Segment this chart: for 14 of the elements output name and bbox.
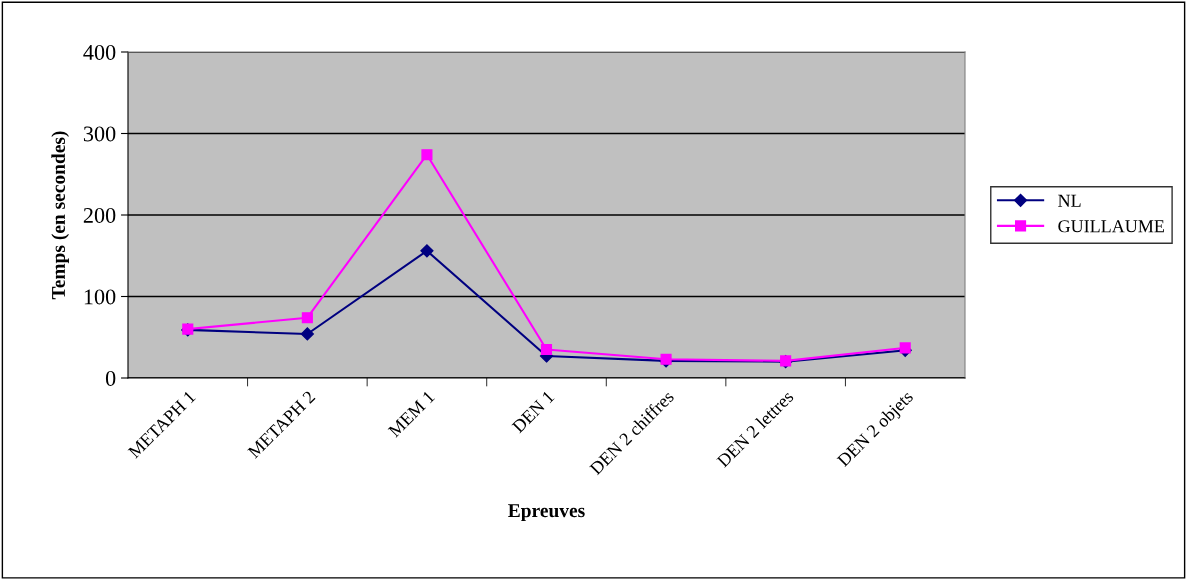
- y-axis-title: Temps (en secondes): [51, 131, 69, 300]
- point: [301, 312, 313, 324]
- point: [300, 327, 314, 341]
- point: [540, 343, 553, 356]
- y-tick-label: 100: [84, 289, 116, 305]
- y-tick-label: 400: [83, 44, 116, 60]
- point: [421, 149, 433, 161]
- legend-label: GUILLAUME: [1058, 220, 1164, 233]
- x-axis-title: Epreuves: [508, 504, 585, 522]
- y-tick-label: 0: [105, 370, 116, 386]
- point: [420, 244, 434, 258]
- legend-label: NL: [1058, 194, 1081, 207]
- y-tick-label: 200: [83, 207, 116, 223]
- y-tick-label: 300: [83, 126, 116, 142]
